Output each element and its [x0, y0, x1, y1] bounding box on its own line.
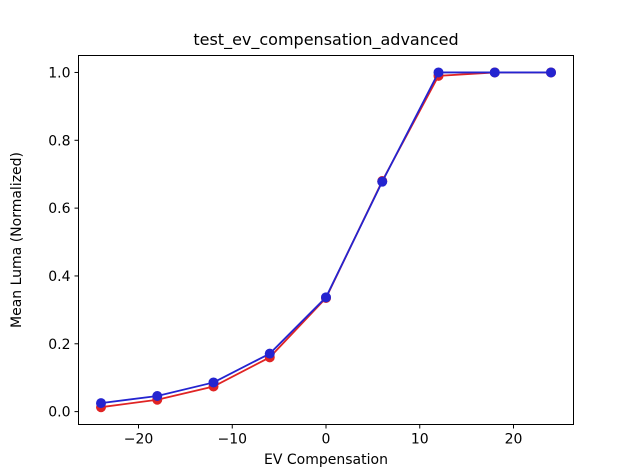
- plot-frame: [78, 55, 574, 425]
- x-axis-label: EV Compensation: [264, 452, 388, 468]
- y-tick-label: 0.0: [48, 405, 70, 421]
- blue-series-marker: [264, 348, 275, 359]
- blue-series-marker: [208, 377, 219, 388]
- y-axis: 0.0 0.2 0.4 0.6 0.8 1.0: [48, 65, 79, 421]
- y-axis-label: Mean Luma (Normalized): [9, 152, 25, 328]
- x-tick-label: 10: [411, 432, 429, 448]
- blue-series-marker: [377, 176, 388, 187]
- y-tick-label: 1.0: [48, 65, 70, 81]
- series-group: [96, 67, 556, 413]
- x-axis: −20 −10 0 10 20: [124, 424, 523, 448]
- red-series: [96, 67, 556, 413]
- y-tick-label: 0.8: [48, 133, 70, 149]
- blue-series-marker: [96, 398, 106, 409]
- x-tick-label: 0: [322, 432, 331, 448]
- blue-series: [96, 67, 556, 409]
- x-tick-label: −20: [124, 432, 154, 448]
- blue-series-marker: [489, 67, 500, 78]
- blue-series-marker: [433, 67, 444, 78]
- x-tick-label: 20: [505, 432, 523, 448]
- red-series-line: [100, 71, 551, 409]
- blue-series-marker: [321, 292, 331, 303]
- y-tick-label: 0.2: [48, 337, 70, 353]
- y-tick-label: 0.6: [48, 201, 70, 217]
- y-tick-label: 0.4: [48, 269, 70, 285]
- chart-title: test_ev_compensation_advanced: [193, 30, 458, 50]
- blue-series-marker: [546, 67, 556, 78]
- x-tick-label: −10: [217, 432, 247, 448]
- blue-series-marker: [152, 391, 163, 402]
- blue-series-line: [100, 71, 551, 405]
